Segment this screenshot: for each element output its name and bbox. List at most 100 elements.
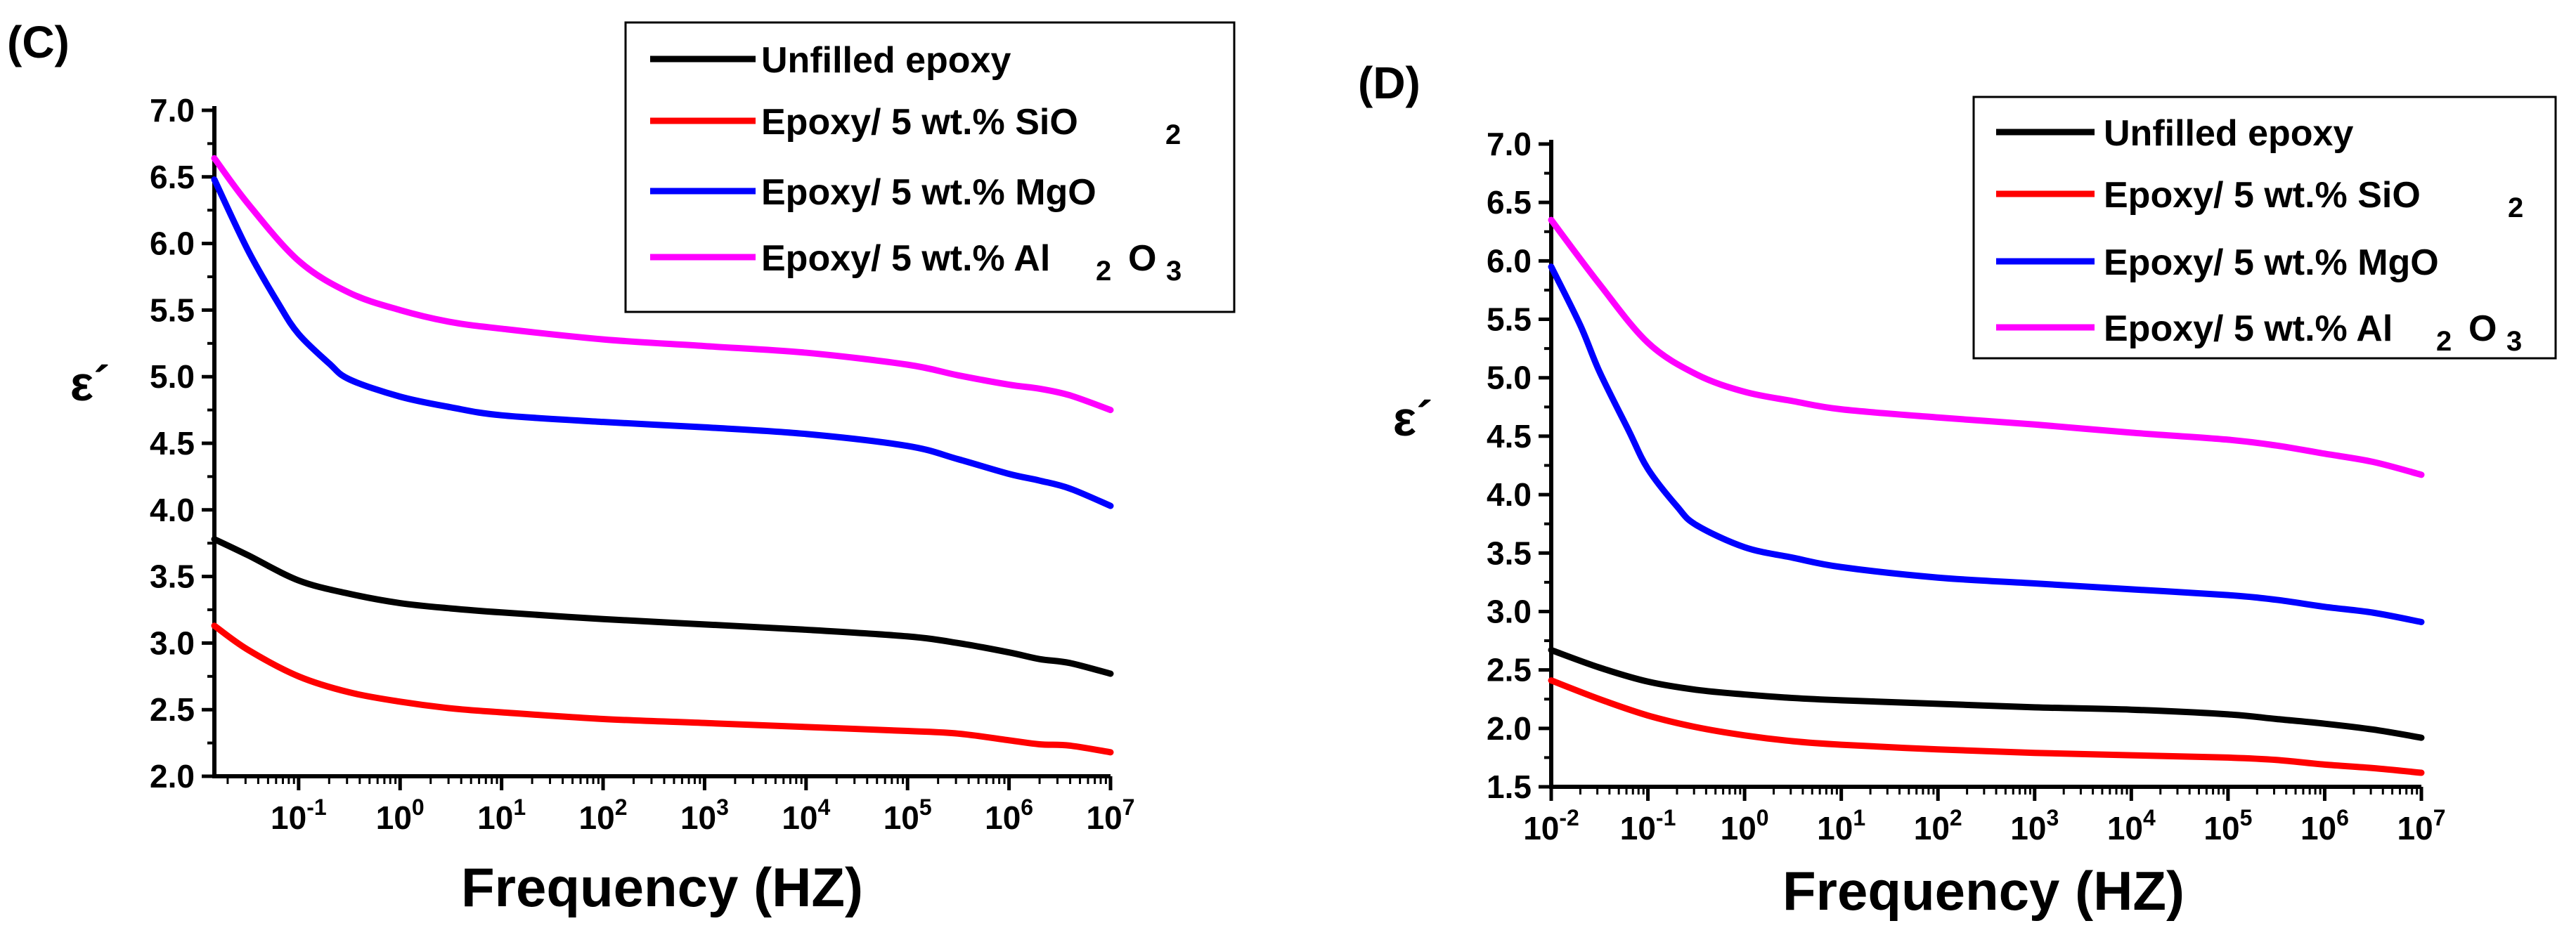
legend-subscript: 2 xyxy=(2436,326,2452,357)
x-tick-base: 10 xyxy=(985,799,1021,836)
legend-label: Epoxy/ 5 wt.% Al 2 O 3 xyxy=(2104,308,2522,357)
x-tick-label: 107 xyxy=(1087,795,1135,836)
x-tick-exponent: 2 xyxy=(1950,805,1962,830)
series-line-2 xyxy=(1548,677,2425,776)
x-tick-label: 10-1 xyxy=(1620,805,1676,847)
legend-label-text: Epoxy/ 5 wt.% Al xyxy=(761,238,1050,279)
legend-label-text: Epoxy/ 5 wt.% SiO xyxy=(2104,175,2421,216)
legend-label-text: Epoxy/ 5 wt.% MgO xyxy=(2104,242,2439,283)
x-tick-exponent: 3 xyxy=(716,795,729,820)
x-tick-exponent: 2 xyxy=(615,795,628,820)
panel-label: (D) xyxy=(1358,58,1420,108)
x-tick-base: 10 xyxy=(884,799,919,836)
y-tick-label: 7.0 xyxy=(150,92,195,129)
panel-label: (C) xyxy=(7,17,70,67)
x-tick-exponent: 1 xyxy=(1853,805,1865,830)
y-tick-label: 7.0 xyxy=(1487,126,1532,162)
y-tick-label: 4.0 xyxy=(150,492,195,528)
y-tick-label: 5.0 xyxy=(150,358,195,395)
legend-subscript: 2 xyxy=(2508,192,2523,223)
x-tick-exponent: 0 xyxy=(1756,805,1769,830)
legend-label: Unfilled epoxy xyxy=(2104,113,2353,154)
x-tick-label: 10-2 xyxy=(1523,805,1579,847)
x-tick-label: 106 xyxy=(985,795,1033,836)
x-tick-base: 10 xyxy=(680,799,716,836)
x-tick-label: 104 xyxy=(782,795,830,836)
y-tick-label: 4.5 xyxy=(1487,418,1532,455)
x-tick-exponent: 4 xyxy=(2143,805,2156,830)
legend-label: Unfilled epoxy xyxy=(761,40,1011,81)
legend-label: Epoxy/ 5 wt.% Al 2 O 3 xyxy=(761,238,1182,287)
y-tick-label: 5.5 xyxy=(1487,301,1532,338)
y-tick-label: 3.5 xyxy=(1487,535,1532,571)
x-tick-exponent: 4 xyxy=(818,795,831,820)
x-tick-base: 10 xyxy=(1620,810,1656,847)
y-tick-label: 3.0 xyxy=(1487,593,1532,629)
x-tick-label: 100 xyxy=(1721,805,1769,847)
y-tick-label: 1.5 xyxy=(1487,769,1532,805)
x-tick-exponent: 1 xyxy=(513,795,526,820)
x-tick-exponent: -1 xyxy=(1656,805,1676,830)
chart-panel-c: (C)2.02.53.03.54.04.55.05.56.06.57.010-1… xyxy=(7,17,1236,918)
x-tick-base: 10 xyxy=(2107,810,2143,847)
y-axis-title: ε´ xyxy=(1393,391,1433,446)
legend-subscript: 2 xyxy=(1096,256,1111,287)
y-tick-label: 3.0 xyxy=(150,625,195,661)
series-line-3 xyxy=(1548,263,2425,625)
legend-label: Epoxy/ 5 wt.% SiO 2 xyxy=(761,102,1181,150)
series-line-4 xyxy=(1548,216,2425,478)
x-tick-base: 10 xyxy=(1721,810,1756,847)
x-tick-label: 10-1 xyxy=(271,795,327,836)
x-tick-exponent: 6 xyxy=(2336,805,2349,830)
x-tick-base: 10 xyxy=(2010,810,2046,847)
y-tick-label: 5.0 xyxy=(1487,360,1532,396)
x-tick-exponent: 5 xyxy=(919,795,932,820)
legend-label-text: Epoxy/ 5 wt.% SiO xyxy=(761,102,1078,143)
x-tick-base: 10 xyxy=(1914,810,1950,847)
x-axis-title: Frequency (HZ) xyxy=(461,856,863,918)
x-tick-exponent: 6 xyxy=(1021,795,1033,820)
series-line-1 xyxy=(1548,646,2425,741)
x-tick-base: 10 xyxy=(782,799,817,836)
x-tick-exponent: 5 xyxy=(2240,805,2253,830)
x-tick-exponent: 7 xyxy=(1122,795,1135,820)
legend-subscript: 3 xyxy=(1166,256,1182,287)
chart-panel-d: (D) 1.5 2.0 2.5 3.0 3.5 4.0 4.5 5.0 5.5 6.0 6.5 7.0 1… xyxy=(1358,58,2557,922)
x-tick-label: 101 xyxy=(1817,805,1865,847)
y-tick-label: 6.5 xyxy=(150,159,195,195)
y-tick-label: 5.5 xyxy=(150,292,195,328)
x-tick-label: 106 xyxy=(2300,805,2349,847)
legend-label-text: Unfilled epoxy xyxy=(761,40,1011,81)
x-tick-label: 102 xyxy=(579,795,628,836)
legend-label-text: Epoxy/ 5 wt.% Al xyxy=(2104,308,2393,349)
x-tick-label: 104 xyxy=(2107,805,2156,847)
y-tick-label: 3.5 xyxy=(150,558,195,595)
x-tick-base: 10 xyxy=(376,799,412,836)
x-tick-base: 10 xyxy=(579,799,615,836)
y-tick-label: 6.0 xyxy=(150,226,195,262)
y-tick-label: 6.0 xyxy=(1487,242,1532,279)
x-tick-base: 10 xyxy=(1817,810,1853,847)
x-tick-label: 105 xyxy=(2203,805,2252,847)
x-tick-base: 10 xyxy=(2300,810,2336,847)
y-tick-label: 2.5 xyxy=(150,691,195,728)
series-line-3 xyxy=(211,176,1114,509)
y-tick-label: 2.0 xyxy=(150,758,195,795)
x-tick-exponent: 3 xyxy=(2046,805,2059,830)
legend-box xyxy=(624,21,1236,313)
x-tick-base: 10 xyxy=(2397,810,2433,847)
legend-label: Epoxy/ 5 wt.% MgO xyxy=(2104,242,2439,283)
x-tick-base: 10 xyxy=(1523,810,1559,847)
x-tick-base: 10 xyxy=(477,799,513,836)
legend-label-text: Epoxy/ 5 wt.% MgO xyxy=(761,172,1096,213)
x-tick-base: 10 xyxy=(2203,810,2239,847)
legend-label-text: O xyxy=(2468,308,2497,349)
legend-subscript: 3 xyxy=(2506,326,2522,357)
x-tick-exponent: 7 xyxy=(2433,805,2446,830)
y-tick-label: 2.0 xyxy=(1487,710,1532,747)
legend-label-text: O xyxy=(1128,238,1156,279)
x-tick-label: 100 xyxy=(376,795,425,836)
x-tick-label: 102 xyxy=(1914,805,1962,847)
